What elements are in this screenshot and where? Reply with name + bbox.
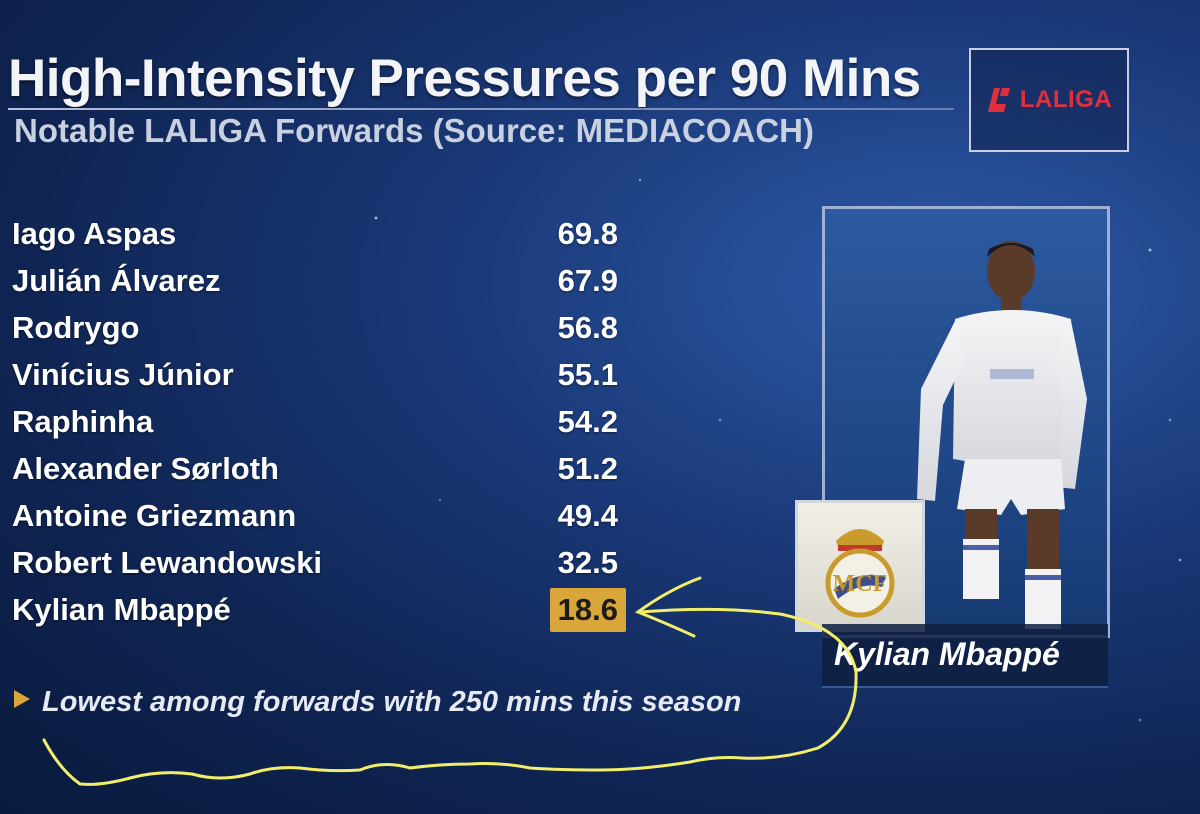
triangle-bullet-icon [14, 690, 30, 708]
svg-text:MCF: MCF [833, 571, 888, 597]
player-value: 67.9 [557, 263, 618, 298]
table-row: Rodrygo 56.8 [0, 306, 640, 353]
player-value: 56.8 [557, 310, 618, 345]
laliga-logo: LALIGA [969, 48, 1129, 152]
highlighted-value: 18.6 [549, 588, 626, 632]
player-name: Robert Lewandowski [12, 545, 323, 580]
player-value: 32.5 [557, 545, 618, 580]
club-crest-panel: MCF [795, 500, 925, 632]
player-value: 54.2 [557, 404, 618, 439]
player-name: Kylian Mbappé [12, 592, 231, 627]
table-row: Iago Aspas 69.8 [0, 212, 640, 259]
annotation: Lowest among forwards with 250 mins this… [14, 686, 741, 719]
title-divider [8, 108, 954, 110]
player-caption-bar: Kylian Mbappé [822, 624, 1108, 688]
table-row: Raphinha 54.2 [0, 400, 640, 447]
chart-subtitle: Notable LALIGA Forwards (Source: MEDIACO… [14, 112, 814, 149]
table-row: Julián Álvarez 67.9 [0, 259, 640, 306]
real-madrid-crest-icon: MCF [825, 529, 895, 618]
player-photo-icon [917, 241, 1087, 629]
chart-title: High-Intensity Pressures per 90 Mins [8, 49, 921, 108]
player-name: Alexander Sørloth [12, 451, 279, 486]
player-value: 55.1 [557, 357, 618, 392]
table-row: Kylian Mbappé 18.6 [0, 588, 640, 635]
player-name: Vinícius Júnior [12, 357, 234, 392]
player-value: 51.2 [557, 451, 618, 486]
player-name: Julián Álvarez [12, 263, 221, 298]
table-row: Antoine Griezmann 49.4 [0, 494, 640, 541]
player-name: Antoine Griezmann [12, 498, 297, 533]
laliga-logo-text: LALIGA [1019, 86, 1113, 113]
laliga-mark-icon [987, 88, 1010, 112]
table-row: Robert Lewandowski 32.5 [0, 541, 640, 588]
annotation-text: Lowest among forwards with 250 mins this… [42, 686, 742, 718]
player-name: Rodrygo [12, 310, 140, 345]
player-value: 49.4 [557, 498, 618, 533]
table-row: Vinícius Júnior 55.1 [0, 353, 640, 400]
player-name: Iago Aspas [12, 216, 177, 251]
player-caption: Kylian Mbappé [834, 636, 1060, 672]
table-row: Alexander Sørloth 51.2 [0, 447, 640, 494]
player-name: Raphinha [12, 404, 154, 439]
player-value: 69.8 [557, 216, 618, 251]
